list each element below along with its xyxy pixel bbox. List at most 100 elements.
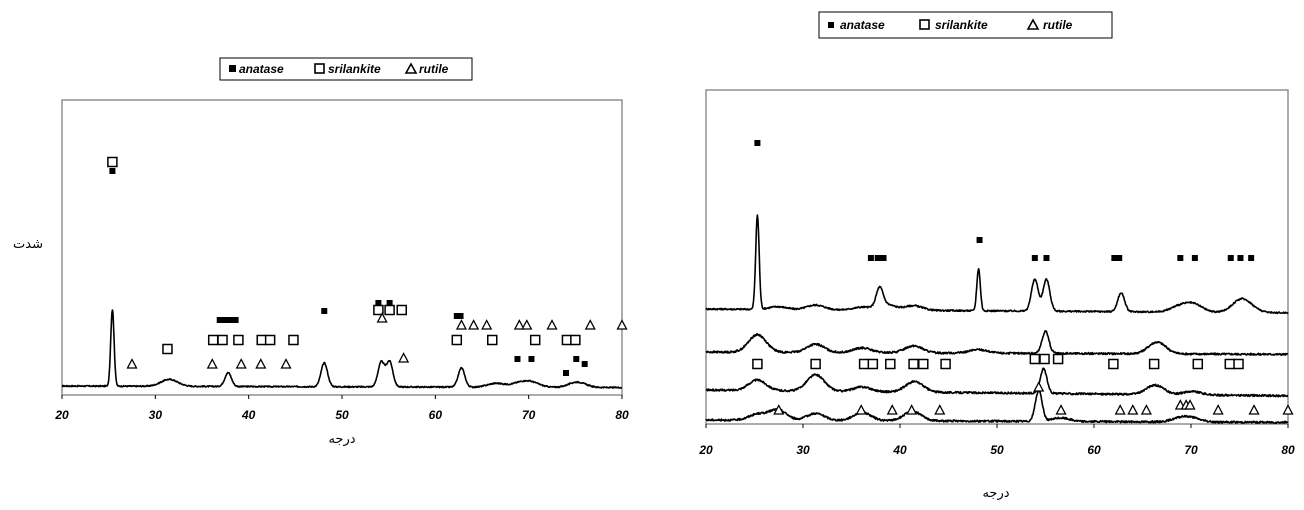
right-x-axis: 20 30 40 50 60 70 80	[698, 424, 1295, 457]
right-anatase-marker	[874, 255, 881, 261]
left-legend-anatase-marker	[229, 65, 236, 72]
left-anatase-marker	[375, 300, 382, 306]
right-legend-box	[818, 11, 1113, 39]
left-rutile-marker	[481, 319, 493, 330]
right-tick-label-50: 50	[990, 443, 1004, 457]
right-srilankite-marker	[1148, 358, 1160, 370]
right-srilankite-marker	[918, 358, 929, 370]
left-x-axis: 20 30 40 50 60 70 80	[54, 395, 629, 422]
left-srilankite-marker	[487, 334, 498, 346]
right-tick-label-80: 80	[1281, 443, 1295, 457]
left-srilankite-marker	[217, 334, 228, 346]
left-rutile-marker	[255, 358, 267, 369]
right-rutile-marker	[886, 404, 898, 415]
right-trace-4	[705, 390, 1289, 424]
left-trace-1	[61, 309, 623, 389]
right-srilankite-marker	[810, 358, 821, 370]
right-srilankite-marker	[1052, 353, 1064, 365]
right-legend-rutile-label: rutile	[1043, 18, 1073, 32]
right-anatase-marker	[1177, 255, 1184, 261]
left-anatase-marker	[386, 300, 393, 306]
right-anatase-marker	[976, 237, 983, 243]
right-legend: anatase srilankite rutile	[818, 11, 1113, 39]
right-markers-group	[752, 140, 1294, 415]
right-rutile-marker	[1248, 404, 1260, 415]
right-trace-2	[705, 330, 1289, 356]
right-rutile-marker	[1114, 404, 1126, 415]
right-srilankite-marker	[858, 358, 870, 370]
right-anatase-marker	[1237, 255, 1244, 261]
left-rutile-marker	[616, 319, 628, 330]
left-rutile-marker	[206, 358, 218, 369]
right-anatase-marker	[1116, 255, 1123, 261]
right-srilankite-marker	[885, 358, 896, 370]
left-anatase-marker	[321, 308, 328, 314]
right-plot-area	[705, 89, 1289, 425]
right-legend-srilankite-marker	[919, 19, 930, 30]
left-srilankite-marker	[570, 334, 581, 346]
right-chart: anatase srilankite rutile 20 30 40 50 60 70 80…	[698, 11, 1295, 501]
right-srilankite-marker	[1192, 358, 1204, 370]
right-srilankite-marker	[1224, 358, 1236, 370]
right-rutile-marker	[934, 404, 946, 415]
left-rutile-marker	[280, 358, 292, 369]
right-srilankite-marker	[1108, 358, 1119, 370]
right-tick-label-60: 60	[1087, 443, 1101, 457]
left-legend-rutile-label: rutile	[419, 62, 449, 76]
right-rutile-marker	[1055, 404, 1067, 415]
right-tick-label-20: 20	[698, 443, 713, 457]
left-plot-area	[61, 99, 623, 396]
left-rutile-marker	[398, 352, 410, 363]
left-legend-anatase-label: anatase	[239, 62, 284, 76]
left-rutile-marker	[546, 319, 558, 330]
left-tick-label-80: 80	[615, 408, 629, 422]
left-tick-label-20: 20	[54, 408, 69, 422]
left-srilankite-marker	[264, 334, 276, 346]
right-anatase-marker	[1227, 255, 1234, 261]
left-rutile-marker	[126, 358, 138, 369]
left-anatase-marker	[514, 356, 521, 362]
left-srilankite-marker	[396, 304, 407, 316]
left-srilankite-marker	[162, 343, 173, 355]
left-srilankite-marker	[529, 334, 541, 346]
left-rutile-marker	[235, 358, 247, 369]
right-srilankite-marker	[1233, 358, 1244, 370]
right-srilankite-marker	[1029, 353, 1041, 365]
right-rutile-marker	[1127, 404, 1139, 415]
right-legend-srilankite-label: srilankite	[935, 18, 988, 32]
right-rutile-marker	[1212, 404, 1224, 415]
right-series-group	[705, 214, 1289, 424]
left-anatase-marker	[453, 313, 460, 319]
right-srilankite-marker	[908, 358, 919, 370]
right-anatase-marker	[1043, 255, 1050, 261]
right-trace-1	[705, 214, 1289, 315]
left-srilankite-marker	[288, 334, 299, 346]
left-anatase-marker	[573, 356, 580, 362]
right-rutile-marker	[1140, 404, 1152, 415]
left-tick-label-50: 50	[335, 408, 349, 422]
left-legend-rutile-marker	[404, 62, 418, 74]
left-anatase-marker	[581, 361, 588, 367]
right-rutile-marker	[1033, 381, 1045, 392]
left-tick-label-30: 30	[149, 408, 163, 422]
right-anatase-marker	[867, 255, 874, 261]
left-rutile-marker	[584, 319, 596, 330]
right-anatase-marker	[880, 255, 887, 261]
right-anatase-marker	[754, 140, 761, 146]
left-legend-box	[219, 57, 473, 81]
left-tick-label-60: 60	[429, 408, 443, 422]
left-chart: anatase srilankite rutile 20 30 40 50 60 70 80…	[13, 57, 629, 447]
right-srilankite-marker	[1039, 353, 1050, 365]
left-anatase-marker	[216, 317, 223, 323]
right-anatase-marker	[1031, 255, 1038, 261]
left-markers-group	[107, 156, 628, 376]
right-anatase-marker	[1248, 255, 1255, 261]
left-anatase-marker	[222, 317, 229, 323]
right-srilankite-marker	[940, 358, 951, 370]
left-rutile-marker	[513, 319, 525, 330]
left-anatase-marker	[232, 317, 239, 323]
left-srilankite-marker	[373, 304, 384, 316]
left-anatase-marker	[528, 356, 535, 362]
right-anatase-marker	[1191, 255, 1198, 261]
left-rutile-marker	[521, 319, 533, 330]
